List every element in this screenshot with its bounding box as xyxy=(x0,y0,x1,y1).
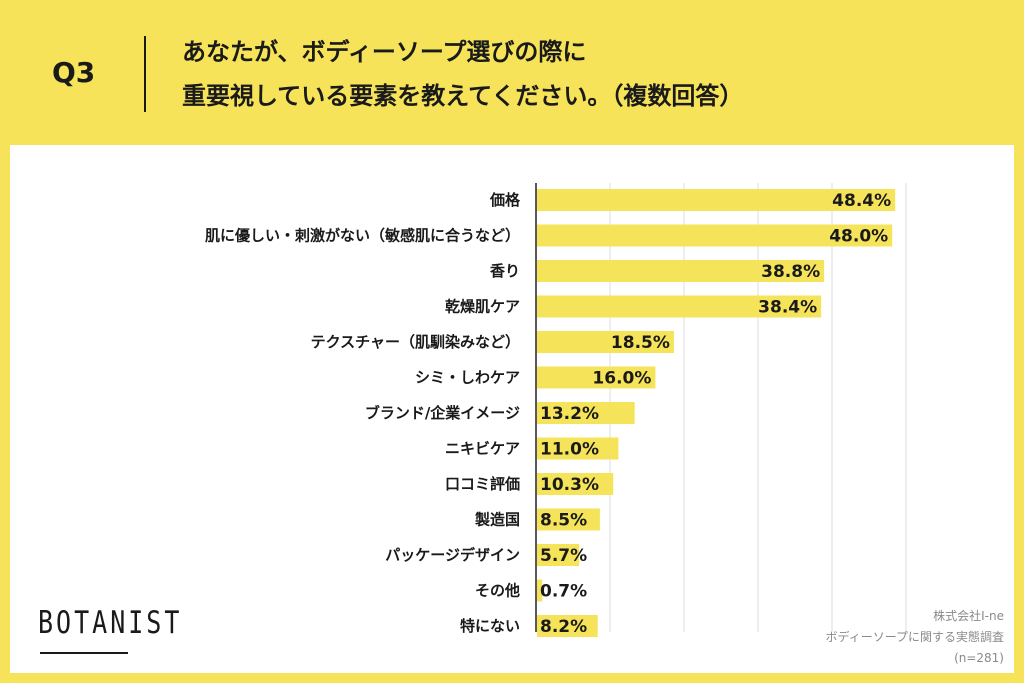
bar xyxy=(537,295,822,318)
category-label: 製造国 xyxy=(474,511,520,529)
bar xyxy=(537,331,674,353)
header-divider xyxy=(144,36,146,112)
title-line-1: あなたが、ボディーソープ選びの際に xyxy=(182,38,587,66)
bar xyxy=(537,508,600,531)
bar xyxy=(537,224,893,247)
bar xyxy=(537,189,896,211)
source-company: 株式会社I-ne xyxy=(933,609,1004,623)
bar xyxy=(537,260,825,282)
category-label: 乾燥肌ケア xyxy=(445,298,520,316)
bar xyxy=(537,402,635,424)
value-label: 11.0% xyxy=(540,440,599,460)
value-label: 48.0% xyxy=(829,227,888,247)
value-label: 13.2% xyxy=(540,404,599,424)
brand-logo: BOTANIST xyxy=(38,604,183,641)
value-label: 0.7% xyxy=(540,582,587,602)
value-label: 38.8% xyxy=(761,262,820,282)
value-label: 8.2% xyxy=(540,617,587,637)
category-label: 特にない xyxy=(460,617,520,635)
chart-panel: 価格 48.4% 肌に優しい・刺激がない（敏感肌に合うなど） 48.0% 香り 38.8%… xyxy=(10,145,1014,673)
value-label: 48.4% xyxy=(832,191,891,211)
category-label: テクスチャー（肌馴染みなど） xyxy=(311,333,520,351)
value-label: 16.0% xyxy=(592,369,651,389)
source-survey: ボディーソープに関する実態調査 xyxy=(825,630,1004,644)
category-label: 香り xyxy=(490,262,520,280)
bar xyxy=(537,544,580,566)
question-title: あなたが、ボディーソープ選びの際に 重要視している要素を教えてください。（複数回… xyxy=(182,30,743,118)
category-label: 口コミ評価 xyxy=(445,475,520,493)
value-label: 5.7% xyxy=(540,546,587,566)
bar xyxy=(537,437,619,460)
bar-chart: 価格 48.4% 肌に優しい・刺激がない（敏感肌に合うなど） 48.0% 香り 38.8%… xyxy=(205,183,907,637)
bar xyxy=(537,615,598,637)
category-label: 肌に優しい・刺激がない（敏感肌に合うなど） xyxy=(205,227,520,245)
category-label: シミ・しわケア xyxy=(415,369,520,387)
bar xyxy=(537,473,614,495)
title-line-2: 重要視している要素を教えてください。（複数回答） xyxy=(182,82,744,110)
question-number: Q3 xyxy=(52,56,96,89)
bar xyxy=(537,579,543,602)
category-label: 価格 xyxy=(489,191,521,209)
value-label: 18.5% xyxy=(611,333,670,353)
bar xyxy=(537,366,656,389)
header: Q3 あなたが、ボディーソープ選びの際に 重要視している要素を教えてください。（… xyxy=(0,0,1024,145)
source-sample: (n=281) xyxy=(954,651,1004,665)
category-label: その他 xyxy=(475,582,520,600)
category-label: ニキビケア xyxy=(445,440,520,458)
source-note: 株式会社I-ne ボディーソープに関する実態調査 (n=281) xyxy=(826,606,1004,669)
category-label: ブランド/企業イメージ xyxy=(365,404,520,422)
value-label: 8.5% xyxy=(540,511,587,531)
value-label: 38.4% xyxy=(758,298,817,318)
logo-underline xyxy=(40,652,128,654)
value-label: 10.3% xyxy=(540,475,599,495)
category-label: パッケージデザイン xyxy=(385,546,520,564)
